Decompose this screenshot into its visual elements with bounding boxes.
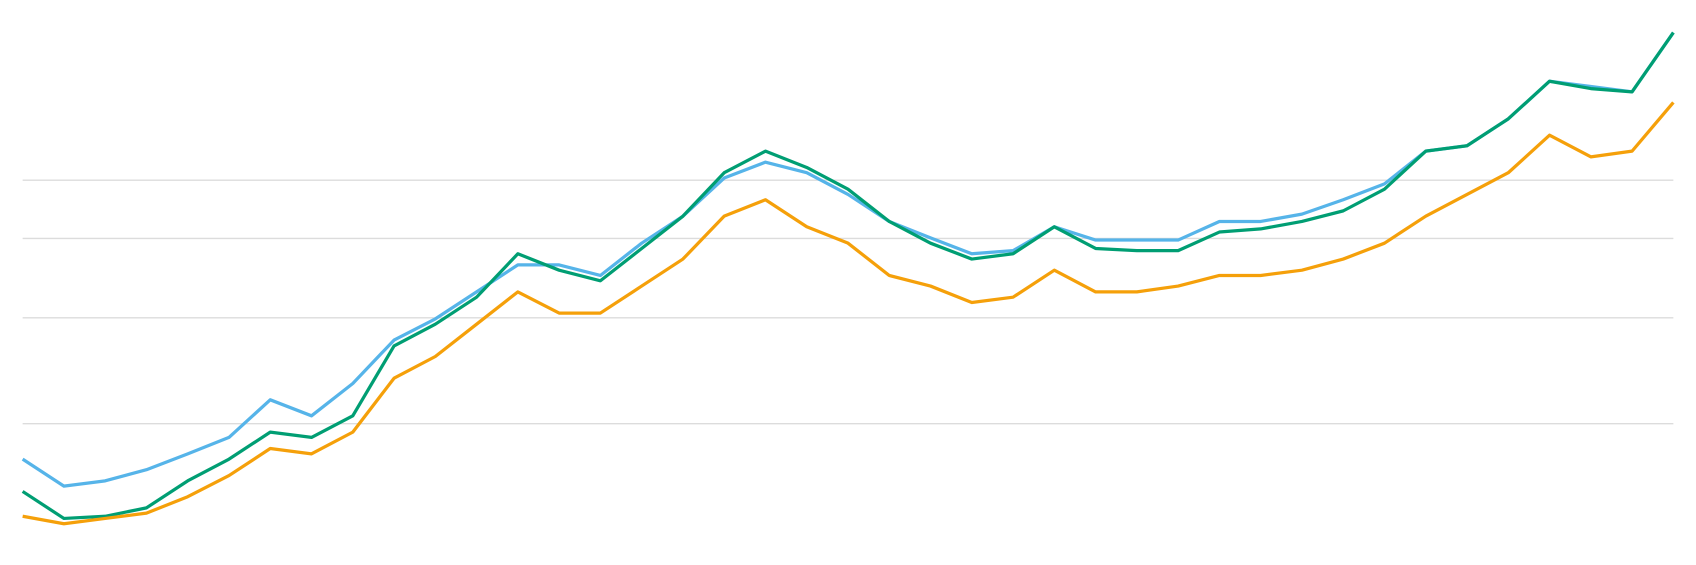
line-series: [21, 31, 1675, 521]
line-series: [22, 101, 1675, 526]
line-series: [21, 31, 1675, 488]
